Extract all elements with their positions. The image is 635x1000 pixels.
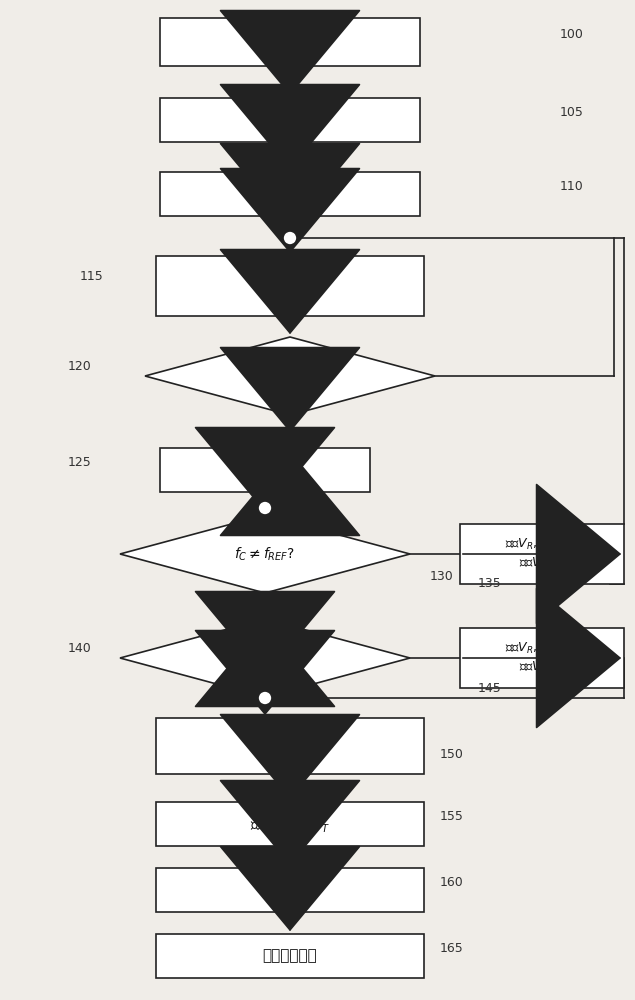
Text: 计算$f_C$: 计算$f_C$ (250, 461, 280, 479)
Text: 140: 140 (68, 642, 91, 655)
Text: 获取$V_R$, $V_S$, $V_T$
确定$V_{TEST}$: 获取$V_R$, $V_S$, $V_T$ 确定$V_{TEST}$ (505, 641, 579, 675)
Circle shape (258, 691, 272, 705)
Bar (160, 448, 370, 492)
Text: 115: 115 (80, 270, 104, 283)
Text: 产生信号$S_C$
闭合开关: 产生信号$S_C$ 闭合开关 (267, 729, 313, 763)
Bar (156, 934, 424, 978)
Text: 110: 110 (560, 180, 584, 193)
Bar (160, 18, 420, 66)
Circle shape (258, 501, 272, 515)
Text: 打开开关: 打开开关 (272, 882, 308, 898)
Text: 135: 135 (478, 577, 502, 590)
Text: 160: 160 (440, 876, 464, 889)
Text: 100: 100 (560, 28, 584, 41)
Text: 确定电路参数: 确定电路参数 (263, 948, 318, 964)
Text: 人工控制导通: 人工控制导通 (263, 186, 318, 202)
Text: 145: 145 (478, 682, 502, 695)
Polygon shape (120, 515, 410, 593)
Bar (160, 98, 420, 142)
Circle shape (283, 231, 297, 245)
Text: 引起减速瞬态: 引起减速瞬态 (263, 112, 318, 127)
Text: 165: 165 (440, 942, 464, 955)
Text: 150: 150 (440, 748, 464, 761)
Bar (460, 628, 624, 688)
Circle shape (283, 231, 297, 245)
Text: $f_C \neq f_{REF}$?: $f_C \neq f_{REF}$? (234, 545, 295, 563)
Bar (460, 524, 624, 584)
Text: 130: 130 (430, 570, 454, 583)
Bar (156, 718, 424, 774)
Bar (156, 256, 424, 316)
Text: 人工使能?: 人工使能? (268, 368, 312, 383)
Bar (160, 172, 420, 216)
Bar (156, 802, 424, 846)
Text: 记录电流$I_R$, $\dot{I}_S$, $I_T$: 记录电流$I_R$, $\dot{I}_S$, $I_T$ (250, 813, 330, 835)
Text: 155: 155 (440, 810, 464, 823)
Text: 125: 125 (68, 456, 91, 469)
Text: 120: 120 (68, 360, 91, 373)
Text: $V_{TEST} = 0?$: $V_{TEST} = 0?$ (231, 650, 299, 666)
Text: 获取$V_R$, $V_S$, $V_T$
确定$V_{TEST}$: 获取$V_R$, $V_S$, $V_T$ 确定$V_{TEST}$ (505, 537, 579, 571)
Text: 105: 105 (560, 106, 584, 119)
Polygon shape (145, 337, 435, 415)
Bar (156, 868, 424, 912)
Text: $\Omega_C > \Omega_{REF}$: $\Omega_C > \Omega_{REF}$ (250, 32, 330, 52)
Text: 获取$V_R$, $V_S$, $V_T$
确定$V_{TEST}$: 获取$V_R$, $V_S$, $V_T$ 确定$V_{TEST}$ (249, 267, 331, 305)
Polygon shape (120, 619, 410, 697)
Circle shape (258, 691, 272, 705)
Circle shape (258, 501, 272, 515)
